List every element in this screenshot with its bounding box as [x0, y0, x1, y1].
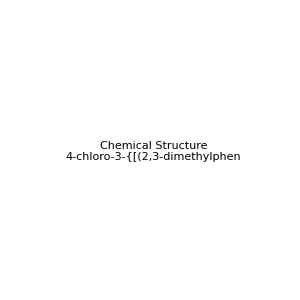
- Text: Chemical Structure
4-chloro-3-{[(2,3-dimethylphen: Chemical Structure 4-chloro-3-{[(2,3-dim…: [66, 141, 242, 162]
